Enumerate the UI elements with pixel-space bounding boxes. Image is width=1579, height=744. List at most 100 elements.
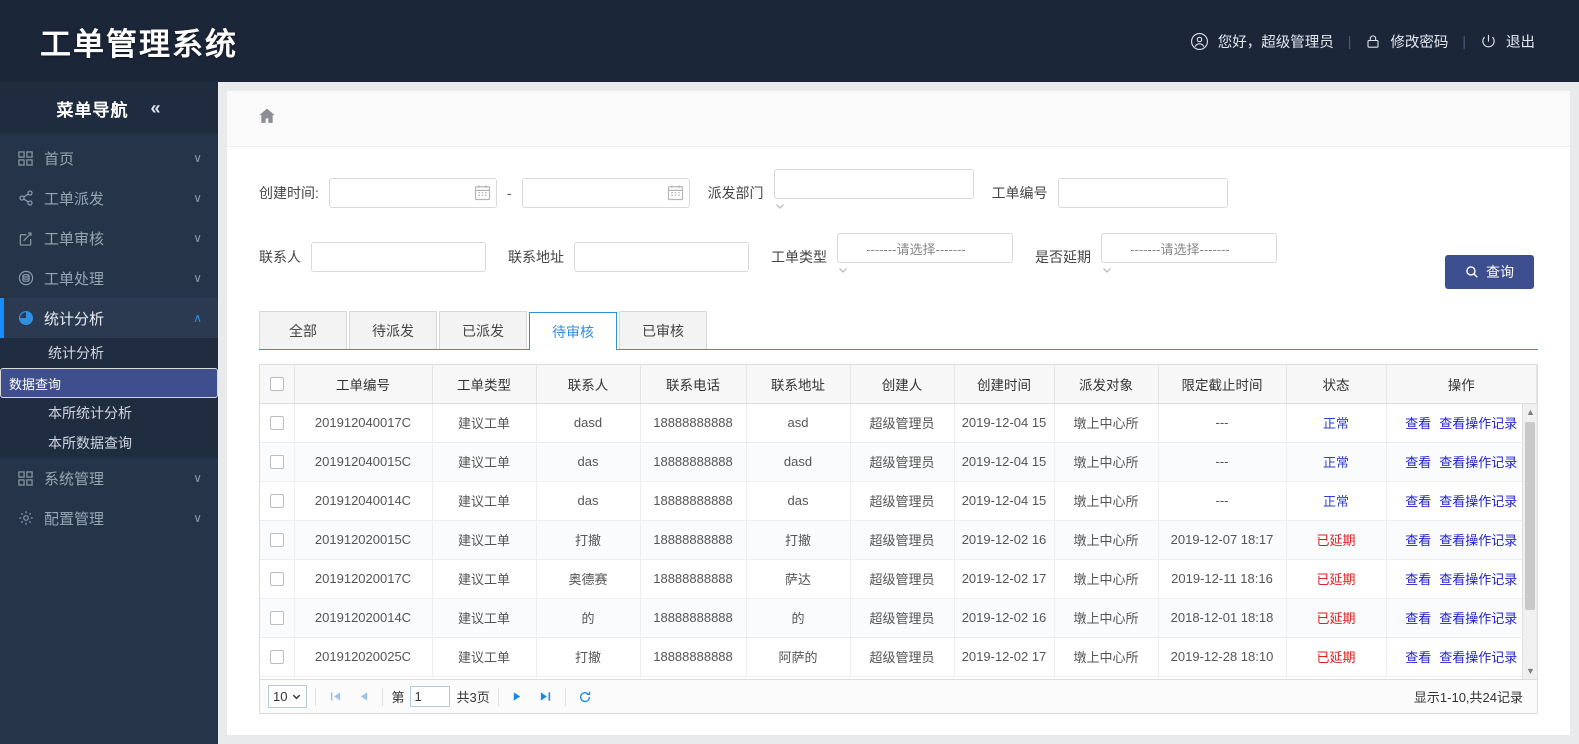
cell-phone: 18888888888 xyxy=(640,442,747,482)
row-checkbox[interactable] xyxy=(269,572,284,587)
tab-all[interactable]: 全部 xyxy=(259,311,347,349)
sidebar-item-statistics[interactable]: 统计分析 ∧ xyxy=(0,298,218,338)
row-checkbox[interactable] xyxy=(269,455,284,470)
cell-actions: 查看 查看操作记录 xyxy=(1386,598,1537,638)
chevron-up-icon: ∧ xyxy=(193,311,202,325)
sidebar-item-label: 统计分析 xyxy=(44,310,105,328)
tab-pending-audit[interactable]: 待审核 xyxy=(529,312,617,350)
next-page-icon[interactable] xyxy=(507,686,529,708)
view-log-link[interactable]: 查看操作记录 xyxy=(1439,455,1518,470)
view-link[interactable]: 查看 xyxy=(1405,650,1432,665)
view-log-link[interactable]: 查看操作记录 xyxy=(1439,611,1518,626)
col-target: 派发对象 xyxy=(1054,365,1159,404)
create-time-end-input[interactable] xyxy=(521,178,690,208)
last-page-icon[interactable] xyxy=(535,686,557,708)
view-log-link[interactable]: 查看操作记录 xyxy=(1439,533,1518,548)
create-time-label: 创建时间: xyxy=(259,185,319,201)
page-size-select[interactable]: 10 xyxy=(268,685,308,708)
sidebar-item-dispatch[interactable]: 工单派发 ∨ xyxy=(0,178,218,218)
table-vertical-scrollbar[interactable]: ▲ ▼ xyxy=(1522,404,1537,679)
page-number-input[interactable] xyxy=(410,686,451,707)
tab-dispatched[interactable]: 已派发 xyxy=(439,311,527,349)
row-checkbox[interactable] xyxy=(269,494,284,509)
order-type-select-wrap: -------请选择------- xyxy=(837,233,1013,281)
view-link[interactable]: 查看 xyxy=(1405,455,1432,470)
prev-page-icon[interactable] xyxy=(352,686,374,708)
dispatch-dept-select[interactable] xyxy=(773,169,974,199)
view-link[interactable]: 查看 xyxy=(1405,611,1432,626)
row-checkbox[interactable] xyxy=(269,650,284,665)
view-log-link[interactable]: 查看操作记录 xyxy=(1439,494,1518,509)
user-greeting[interactable]: 您好，超级管理员 xyxy=(1176,31,1348,52)
sidebar-subitem-local-data-query[interactable]: 本所数据查询 xyxy=(0,428,218,458)
view-link[interactable]: 查看 xyxy=(1405,416,1432,431)
row-checkbox[interactable] xyxy=(269,611,284,626)
delayed-select[interactable]: -------请选择------- xyxy=(1101,233,1277,263)
sidebar-item-audit[interactable]: 工单审核 ∨ xyxy=(0,218,218,258)
create-time-start-input[interactable] xyxy=(328,178,497,208)
refresh-icon[interactable] xyxy=(574,686,596,708)
select-all-header xyxy=(260,365,295,404)
page-prefix-label: 第 xyxy=(391,690,405,705)
table-row[interactable]: 201912040015C 建议工单 das 18888888888 dasd 超级管理员… xyxy=(260,442,1537,482)
first-page-icon[interactable] xyxy=(324,686,346,708)
view-log-link[interactable]: 查看操作记录 xyxy=(1439,416,1518,431)
row-select-cell xyxy=(260,481,295,521)
sidebar-item-label: 工单审核 xyxy=(44,230,105,248)
delayed-label: 是否延期 xyxy=(1035,249,1091,265)
cell-phone: 18888888888 xyxy=(640,481,747,521)
row-checkbox[interactable] xyxy=(269,416,284,431)
address-label: 联系地址 xyxy=(508,249,564,265)
sidebar-item-process[interactable]: 工单处理 ∨ xyxy=(0,258,218,298)
cell-actions: 查看 查看操作记录 xyxy=(1386,520,1537,560)
edit-square-icon xyxy=(18,231,44,246)
scroll-up-icon[interactable]: ▲ xyxy=(1526,407,1535,417)
cell-deadline: --- xyxy=(1158,442,1287,482)
order-no-input[interactable] xyxy=(1057,178,1228,208)
chevron-down-icon xyxy=(774,199,786,216)
sidebar-subitem-statistics[interactable]: 统计分析 xyxy=(0,338,218,368)
view-log-link[interactable]: 查看操作记录 xyxy=(1439,650,1518,665)
table-row[interactable]: 201912020025C 建议工单 打撤 18888888888 阿萨的 超级管理员 20… xyxy=(260,637,1537,677)
scroll-down-icon[interactable]: ▼ xyxy=(1526,666,1535,676)
row-checkbox[interactable] xyxy=(269,533,284,548)
order-no-label: 工单编号 xyxy=(991,185,1048,201)
pie-chart-icon xyxy=(18,310,44,326)
view-link[interactable]: 查看 xyxy=(1405,572,1432,587)
cell-status: 已延期 xyxy=(1286,637,1387,677)
scrollbar-thumb[interactable] xyxy=(1525,422,1535,610)
col-order-type: 工单类型 xyxy=(432,365,537,404)
tab-pending-dispatch[interactable]: 待派发 xyxy=(349,311,437,349)
chevron-down-icon: ∨ xyxy=(193,511,202,525)
table-row[interactable]: 201912020017C 建议工单 奥德赛 18888888888 萨达 超级管理员 20… xyxy=(260,559,1537,599)
view-link[interactable]: 查看 xyxy=(1405,533,1432,548)
view-log-link[interactable]: 查看操作记录 xyxy=(1439,572,1518,587)
logout-button[interactable]: 退出 xyxy=(1466,31,1549,52)
sidebar-subitem-local-statistics[interactable]: 本所统计分析 xyxy=(0,398,218,428)
select-all-checkbox[interactable] xyxy=(269,377,284,392)
sidebar-item-config[interactable]: 配置管理 ∨ xyxy=(0,498,218,538)
pagination-bar: 10 第 共3页 xyxy=(259,680,1538,714)
table-row[interactable]: 201912020014C 建议工单的 18888888888 的超级管理员 2019-… xyxy=(260,598,1537,638)
col-address: 联系地址 xyxy=(746,365,851,404)
cell-status: 正常 xyxy=(1286,403,1387,443)
query-button[interactable]: 查询 xyxy=(1445,255,1534,289)
table-row[interactable]: 201912040017C 建议工单 dasd 18888888888 asd 超级管理员… xyxy=(260,403,1537,443)
sidebar-item-home[interactable]: 首页 ∨ xyxy=(0,138,218,178)
contact-input[interactable] xyxy=(311,242,486,272)
chevron-down-icon xyxy=(1101,263,1113,280)
cell-order-no: 201912020025C xyxy=(294,637,433,677)
address-input[interactable] xyxy=(574,242,749,272)
lock-icon xyxy=(1365,33,1381,50)
change-password-button[interactable]: 修改密码 xyxy=(1351,31,1462,52)
order-type-select[interactable]: -------请选择------- xyxy=(837,233,1013,263)
view-link[interactable]: 查看 xyxy=(1405,494,1432,509)
sidebar-subitem-data-query[interactable]: 数据查询 xyxy=(0,368,218,398)
collapse-sidebar-icon[interactable]: « xyxy=(150,97,162,118)
home-icon[interactable] xyxy=(257,106,277,131)
cell-contact: 奥德赛 xyxy=(536,559,641,599)
sidebar-item-system[interactable]: 系统管理 ∨ xyxy=(0,458,218,498)
tab-audited[interactable]: 已审核 xyxy=(619,311,707,349)
table-row[interactable]: 201912020015C 建议工单 打撤 18888888888 打撤 超级管理员 201… xyxy=(260,520,1537,560)
table-row[interactable]: 201912040014C 建议工单 das 18888888888 das 超级管理员 2… xyxy=(260,481,1537,521)
